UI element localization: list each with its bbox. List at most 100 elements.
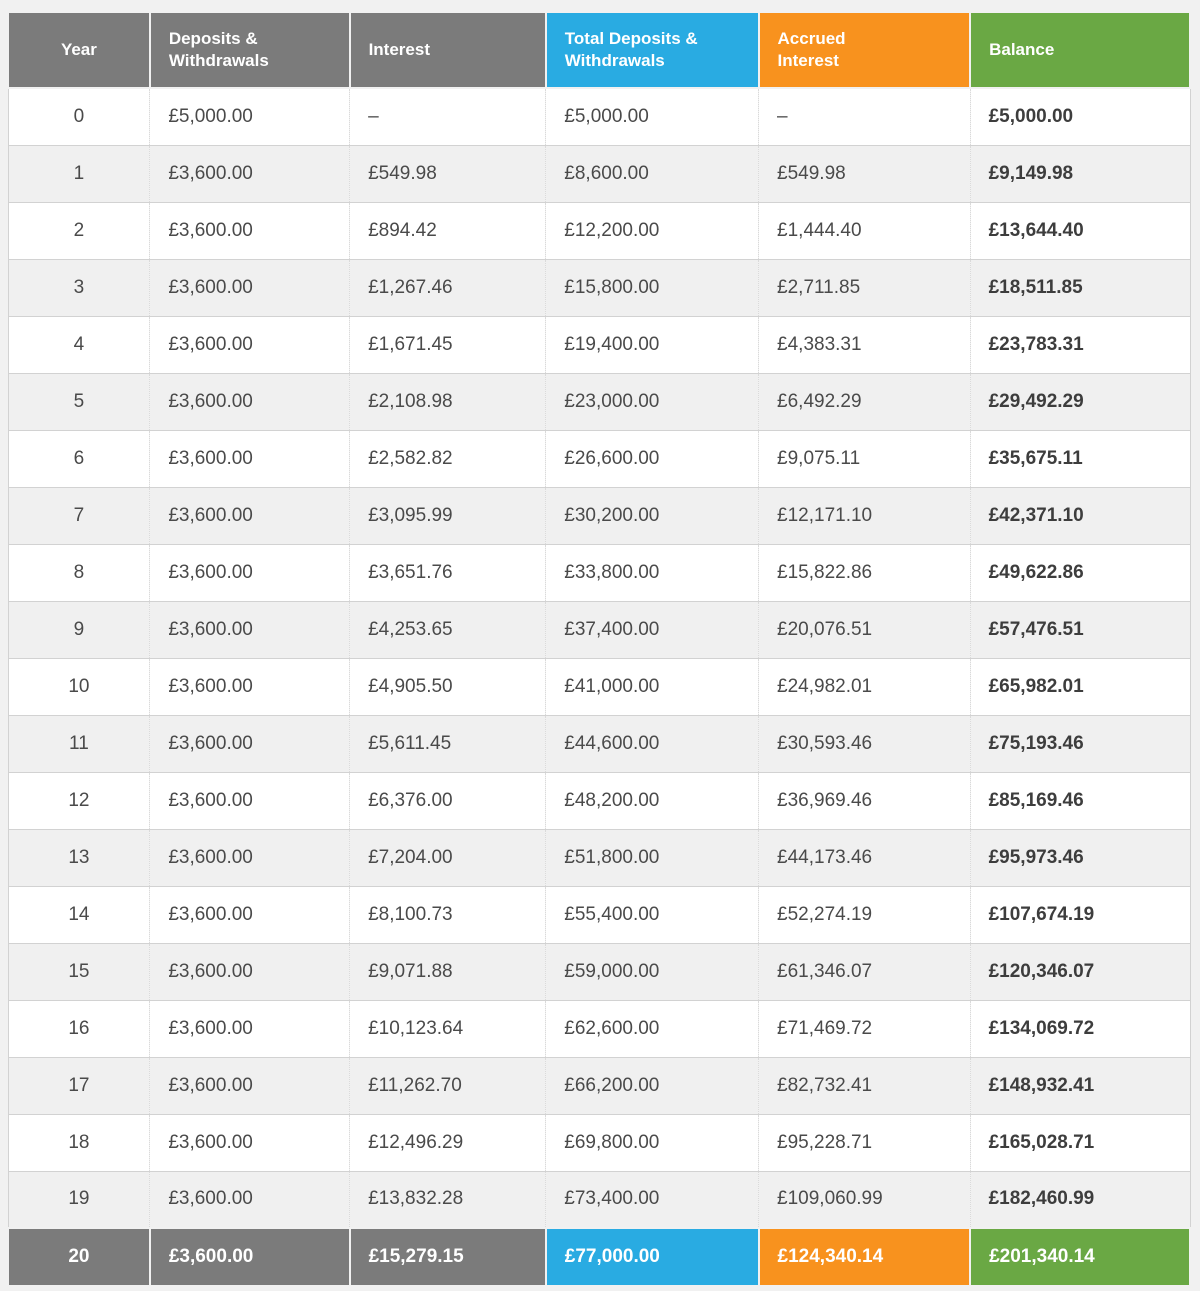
cell-interest: £894.42 — [349, 201, 547, 260]
cell-deposits: £3,600.00 — [149, 885, 351, 944]
table-row: 12 £3,600.00 £6,376.00 £48,200.00 £36,969.46… — [7, 771, 1191, 830]
cell-accrued_interest: £30,593.46 — [758, 714, 971, 773]
cell-balance: £148,932.41 — [969, 1056, 1191, 1115]
cell-balance: £85,169.46 — [969, 771, 1191, 830]
cell-year: 16 — [7, 999, 151, 1058]
cell-deposits: £3,600.00 — [149, 714, 351, 773]
cell-year: 11 — [7, 714, 151, 773]
summary-cell-interest: £15,279.15 — [348, 1227, 547, 1287]
cell-total_deposits: £19,400.00 — [545, 315, 760, 374]
cell-accrued_interest: £109,060.99 — [758, 1170, 971, 1229]
cell-interest: £2,582.82 — [349, 429, 547, 488]
cell-total_deposits: £15,800.00 — [545, 258, 760, 317]
cell-interest: £2,108.98 — [349, 372, 547, 431]
cell-year: 7 — [7, 486, 151, 545]
table-row: 5 £3,600.00 £2,108.98 £23,000.00 £6,492.29 £2… — [7, 372, 1191, 431]
cell-year: 8 — [7, 543, 151, 602]
cell-year: 0 — [7, 87, 151, 146]
cell-interest: £10,123.64 — [349, 999, 547, 1058]
cell-total_deposits: £33,800.00 — [545, 543, 760, 602]
cell-deposits: £3,600.00 — [149, 144, 351, 203]
column-header-total_deposits: Total Deposits & Withdrawals — [544, 11, 760, 89]
cell-accrued_interest: £36,969.46 — [758, 771, 971, 830]
cell-balance: £75,193.46 — [969, 714, 1191, 773]
cell-deposits: £3,600.00 — [149, 258, 351, 317]
cell-total_deposits: £37,400.00 — [545, 600, 760, 659]
cell-total_deposits: £26,600.00 — [545, 429, 760, 488]
cell-balance: £134,069.72 — [969, 999, 1191, 1058]
cell-interest: £5,611.45 — [349, 714, 547, 773]
cell-deposits: £3,600.00 — [149, 1170, 351, 1229]
cell-year: 6 — [7, 429, 151, 488]
cell-interest: £1,267.46 — [349, 258, 547, 317]
cell-year: 12 — [7, 771, 151, 830]
table-row: 8 £3,600.00 £3,651.76 £33,800.00 £15,822.86 £… — [7, 543, 1191, 602]
cell-year: 17 — [7, 1056, 151, 1115]
cell-accrued_interest: £549.98 — [758, 144, 971, 203]
cell-total_deposits: £8,600.00 — [545, 144, 760, 203]
cell-total_deposits: £66,200.00 — [545, 1056, 760, 1115]
cell-deposits: £3,600.00 — [149, 999, 351, 1058]
cell-total_deposits: £62,600.00 — [545, 999, 760, 1058]
table-row: 6 £3,600.00 £2,582.82 £26,600.00 £9,075.11 £3… — [7, 429, 1191, 488]
summary-cell-balance: £201,340.14 — [969, 1227, 1191, 1287]
table-row: 7 £3,600.00 £3,095.99 £30,200.00 £12,171.10 £… — [7, 486, 1191, 545]
table-row: 9 £3,600.00 £4,253.65 £37,400.00 £20,076.51 £… — [7, 600, 1191, 659]
cell-balance: £165,028.71 — [969, 1113, 1191, 1172]
cell-accrued_interest: £20,076.51 — [758, 600, 971, 659]
cell-year: 2 — [7, 201, 151, 260]
column-header-label: Total Deposits & Withdrawals — [564, 28, 698, 70]
summary-cell-accrued_interest: £124,340.14 — [757, 1227, 972, 1287]
cell-total_deposits: £12,200.00 — [545, 201, 760, 260]
cell-deposits: £3,600.00 — [149, 600, 351, 659]
cell-year: 3 — [7, 258, 151, 317]
column-header-balance: Balance — [969, 11, 1191, 89]
cell-interest: £12,496.29 — [349, 1113, 547, 1172]
summary-cell-year: 20 — [7, 1227, 151, 1287]
cell-year: 18 — [7, 1113, 151, 1172]
table-footer: 20 £3,600.00 £15,279.15 £77,000.00 £124,340.… — [7, 1227, 1191, 1287]
cell-accrued_interest: £82,732.41 — [758, 1056, 971, 1115]
column-header-label: Year — [60, 39, 97, 59]
cell-accrued_interest: £95,228.71 — [758, 1113, 971, 1172]
cell-deposits: £3,600.00 — [149, 315, 351, 374]
cell-accrued_interest: £15,822.86 — [758, 543, 971, 602]
cell-interest: £9,071.88 — [349, 942, 547, 1001]
cell-balance: £13,644.40 — [969, 201, 1191, 260]
table-row: 10 £3,600.00 £4,905.50 £41,000.00 £24,982.01… — [7, 657, 1191, 716]
cell-deposits: £3,600.00 — [149, 372, 351, 431]
cell-interest: £7,204.00 — [349, 828, 547, 887]
column-header-interest: Interest — [348, 11, 547, 89]
cell-deposits: £3,600.00 — [149, 657, 351, 716]
cell-balance: £107,674.19 — [969, 885, 1191, 944]
cell-balance: £5,000.00 — [969, 87, 1191, 146]
cell-deposits: £3,600.00 — [149, 543, 351, 602]
cell-interest: – — [349, 87, 547, 146]
cell-interest: £549.98 — [349, 144, 547, 203]
cell-balance: £35,675.11 — [969, 429, 1191, 488]
cell-year: 4 — [7, 315, 151, 374]
cell-total_deposits: £44,600.00 — [545, 714, 760, 773]
cell-deposits: £3,600.00 — [149, 486, 351, 545]
cell-year: 5 — [7, 372, 151, 431]
cell-year: 13 — [7, 828, 151, 887]
cell-deposits: £3,600.00 — [149, 1056, 351, 1115]
cell-accrued_interest: £1,444.40 — [758, 201, 971, 260]
cell-accrued_interest: £2,711.85 — [758, 258, 971, 317]
column-header-label: Balance — [989, 39, 1055, 59]
cell-year: 19 — [7, 1170, 151, 1229]
cell-interest: £11,262.70 — [349, 1056, 547, 1115]
savings-breakdown-table: Year Deposits & Withdrawals Interest Total … — [7, 11, 1191, 1287]
header-row: Year Deposits & Withdrawals Interest Total … — [7, 11, 1191, 89]
cell-deposits: £3,600.00 — [149, 942, 351, 1001]
cell-accrued_interest: £9,075.11 — [758, 429, 971, 488]
cell-balance: £182,460.99 — [969, 1170, 1191, 1229]
cell-deposits: £3,600.00 — [149, 828, 351, 887]
cell-interest: £8,100.73 — [349, 885, 547, 944]
cell-total_deposits: £59,000.00 — [545, 942, 760, 1001]
cell-interest: £4,253.65 — [349, 600, 547, 659]
column-header-deposits: Deposits & Withdrawals — [148, 11, 351, 89]
table-row: 1 £3,600.00 £549.98 £8,600.00 £549.98 £9,149.… — [7, 144, 1191, 203]
cell-accrued_interest: £52,274.19 — [758, 885, 971, 944]
